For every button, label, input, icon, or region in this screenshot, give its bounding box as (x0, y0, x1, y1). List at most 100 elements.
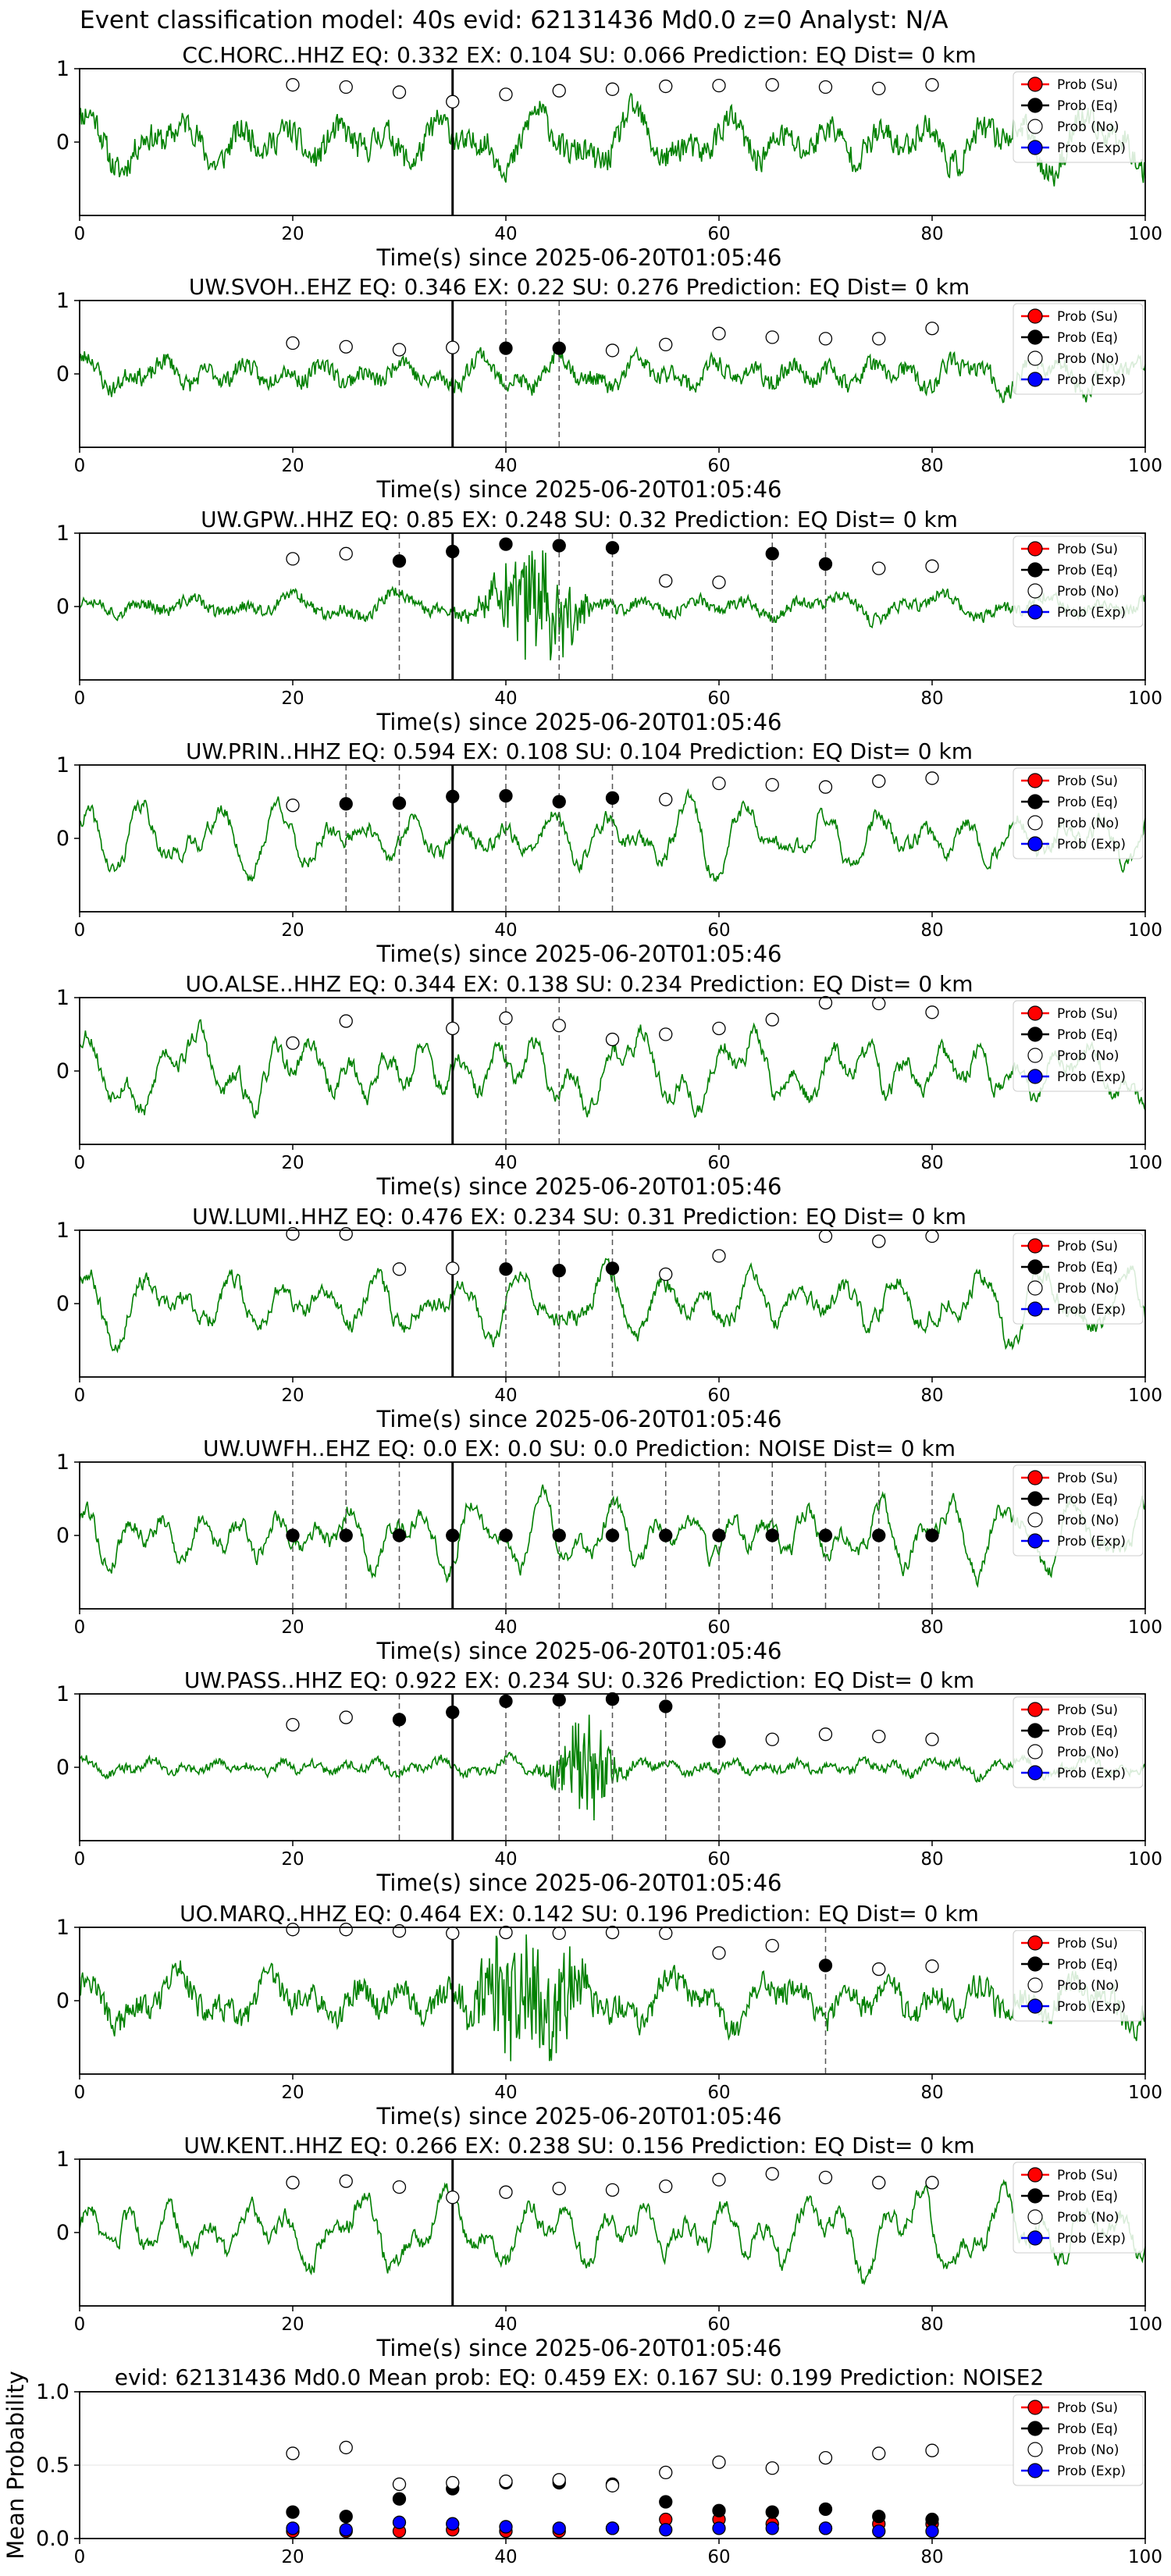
x-tick-label: 100 (1128, 2083, 1162, 2103)
noise-prob-marker (499, 2185, 513, 2199)
x-tick-label: 20 (281, 1386, 304, 1406)
legend-marker (1027, 140, 1043, 155)
noise-prob-marker (659, 79, 673, 94)
eq-prob-marker (605, 791, 620, 805)
x-tick-label: 20 (281, 1849, 304, 1870)
x-tick-label: 20 (281, 2314, 304, 2335)
noise-prob-marker (499, 87, 513, 101)
legend-marker (1027, 2230, 1043, 2246)
legend-marker (1027, 76, 1043, 92)
legend-box (1013, 1233, 1144, 1325)
x-tick-label: 20 (281, 2547, 304, 2567)
legend-label: Prob (Su) (1057, 2400, 1118, 2416)
x-tick-label: 0 (74, 920, 86, 941)
legend-marker (1027, 350, 1043, 366)
eq-prob-marker (605, 1261, 620, 1276)
waveform-trace (79, 1019, 1146, 1119)
noise-prob-marker (765, 2167, 779, 2181)
mean-marker-probno (872, 2446, 886, 2460)
legend-marker (1027, 308, 1043, 324)
x-tick-label: 40 (494, 224, 517, 244)
x-tick-label: 20 (281, 456, 304, 476)
y-tick-label: 0 (56, 2221, 69, 2245)
noise-prob-marker (605, 1925, 620, 1940)
eq-prob-marker (605, 541, 620, 555)
legend-marker (1027, 2209, 1043, 2225)
panel-title: UW.PRIN..HHZ EQ: 0.594 EX: 0.108 SU: 0.1… (186, 738, 973, 764)
noise-prob-marker (712, 2172, 726, 2186)
y-axis-label: Mean Probability (2, 2371, 29, 2560)
legend-label: Prob (No) (1057, 816, 1119, 831)
panel-title: UO.MARQ..HHZ EQ: 0.464 EX: 0.142 SU: 0.1… (180, 1901, 979, 1927)
mean-marker-probexp (765, 2521, 779, 2535)
legend-label: Prob (Eq) (1057, 2189, 1118, 2204)
x-tick-label: 100 (1128, 2314, 1162, 2335)
x-tick-label: 40 (494, 1386, 517, 1406)
noise-prob-marker (392, 1262, 407, 1276)
noise-prob-marker (659, 1926, 673, 1941)
mean-marker-probeq (286, 2505, 300, 2519)
x-tick-label: 20 (281, 1617, 304, 1638)
noise-prob-marker (765, 1732, 779, 1746)
x-tick-label: 60 (707, 1153, 730, 1173)
x-tick-label: 100 (1128, 920, 1162, 941)
x-tick-label: 0 (74, 1849, 86, 1870)
mean-marker-probno (339, 2440, 353, 2455)
legend-label: Prob (No) (1057, 2210, 1119, 2226)
mean-marker-probexp (286, 2521, 300, 2535)
noise-prob-marker (446, 340, 460, 354)
x-tick-label: 0 (74, 1153, 86, 1173)
mean-marker-probexp (605, 2521, 620, 2535)
noise-prob-marker (818, 780, 833, 794)
noise-prob-marker (552, 1926, 566, 1941)
eq-prob-marker (499, 1262, 513, 1276)
legend-marker (1027, 2463, 1043, 2478)
y-tick-label: 0.0 (36, 2527, 69, 2551)
legend-marker (1027, 1491, 1043, 1507)
eq-prob-marker (552, 1692, 566, 1707)
x-tick-label: 40 (494, 688, 517, 709)
y-tick-label: 1 (56, 2147, 69, 2172)
plot-area (80, 301, 1145, 447)
waveform-trace (79, 1934, 1146, 2062)
x-axis-label: Time(s) since 2025-06-20T01:05:46 (376, 244, 782, 271)
legend-marker (1027, 98, 1043, 113)
eq-prob-marker (872, 1528, 886, 1542)
legend-label: Prob (No) (1057, 1513, 1119, 1528)
noise-prob-marker (925, 2176, 939, 2190)
x-tick-label: 80 (920, 1849, 943, 1870)
noise-prob-marker (446, 1926, 460, 1941)
noise-prob-marker (818, 332, 833, 346)
x-tick-label: 0 (74, 456, 86, 476)
noise-prob-marker (712, 1946, 726, 1960)
legend-box (1013, 535, 1144, 628)
mean-marker-probeq (712, 2503, 726, 2517)
eq-prob-marker (605, 1692, 620, 1706)
x-tick-label: 80 (920, 224, 943, 244)
x-tick-label: 40 (494, 1153, 517, 1173)
noise-prob-marker (925, 559, 939, 573)
eq-prob-marker (499, 1694, 513, 1709)
mean-marker-probexp (392, 2515, 407, 2529)
legend-marker (1027, 1512, 1043, 1528)
mean-marker-probno (499, 2475, 513, 2489)
eq-prob-marker (552, 795, 566, 809)
x-tick-label: 60 (707, 2083, 730, 2103)
mean-marker-probexp (818, 2521, 833, 2535)
noise-prob-marker (286, 1923, 300, 1937)
legend-label: Prob (Su) (1057, 774, 1118, 789)
legend-marker (1027, 2442, 1043, 2457)
x-tick-label: 80 (920, 2083, 943, 2103)
eq-prob-marker (552, 1264, 566, 1278)
x-tick-label: 80 (920, 1617, 943, 1638)
noise-prob-marker (872, 774, 886, 788)
legend-marker (1027, 815, 1043, 831)
legend-label: Prob (Exp) (1057, 372, 1126, 388)
x-tick-label: 0 (74, 2547, 86, 2567)
noise-prob-marker (765, 330, 779, 344)
y-tick-label: 1 (56, 1219, 69, 1243)
noise-prob-marker (872, 332, 886, 346)
